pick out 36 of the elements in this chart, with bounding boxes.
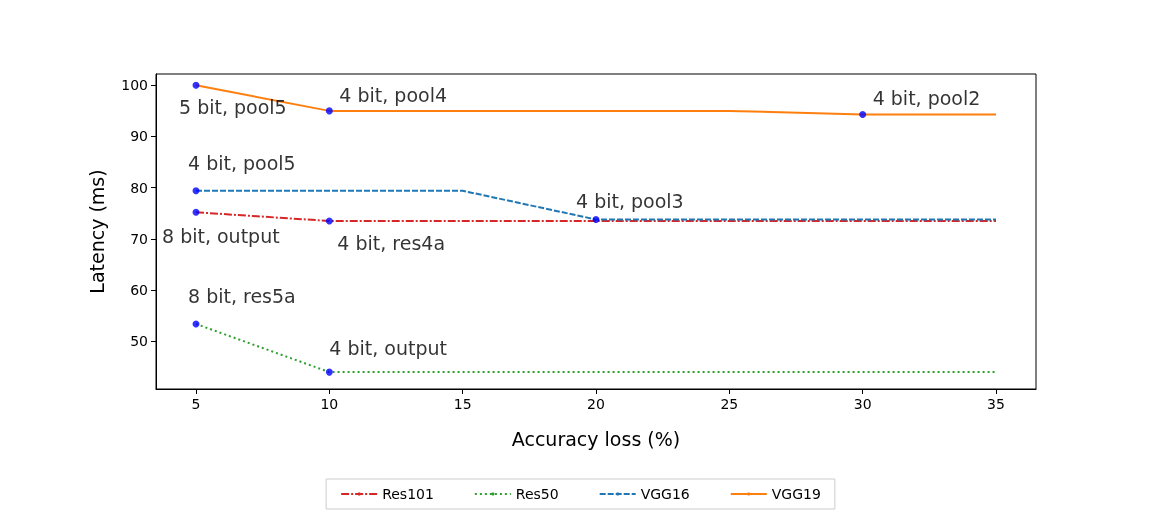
- annotation: 5 bit, pool5: [179, 96, 287, 119]
- x-tick-label: 10: [320, 396, 339, 412]
- legend-label: Res101: [382, 486, 434, 502]
- annotation: 4 bit, pool4: [339, 83, 448, 106]
- legend-label: VGG16: [640, 486, 690, 502]
- legend-label: Res50: [515, 486, 559, 502]
- point: [192, 208, 200, 216]
- y-axis-title: Latency (ms): [85, 169, 108, 294]
- point: [592, 215, 600, 223]
- annotation: 4 bit, output: [329, 337, 448, 360]
- x-tick-label: 5: [191, 396, 201, 412]
- x-tick-label: 15: [453, 396, 472, 412]
- x-tick-label: 25: [720, 396, 739, 412]
- annotation: 4 bit, pool5: [188, 151, 296, 174]
- x-tick-label: 20: [587, 396, 605, 412]
- point: [325, 368, 333, 376]
- x-axis-title: Accuracy loss (%): [511, 427, 681, 450]
- y-tick-label: 90: [130, 128, 148, 145]
- y-tick-label: 70: [130, 230, 148, 247]
- point: [192, 187, 200, 195]
- point: [325, 107, 333, 115]
- y-tick-label: 80: [130, 179, 148, 196]
- point: [192, 81, 200, 89]
- y-tick-label: 60: [130, 282, 148, 299]
- legend-label: VGG19: [771, 486, 821, 502]
- y-tick-label: 100: [121, 77, 148, 94]
- annotation: 4 bit, pool2: [872, 87, 981, 110]
- x-tick-label: 30: [853, 396, 872, 412]
- x-tick-label: 35: [987, 396, 1005, 412]
- annotation: 4 bit, pool3: [576, 190, 684, 213]
- y-tick-label: 50: [130, 333, 148, 350]
- annotation: 4 bit, res4a: [337, 232, 446, 254]
- annotation: 8 bit, output: [162, 225, 280, 248]
- point: [859, 110, 867, 118]
- annotation: 8 bit, res5a: [188, 284, 296, 307]
- point: [325, 217, 333, 225]
